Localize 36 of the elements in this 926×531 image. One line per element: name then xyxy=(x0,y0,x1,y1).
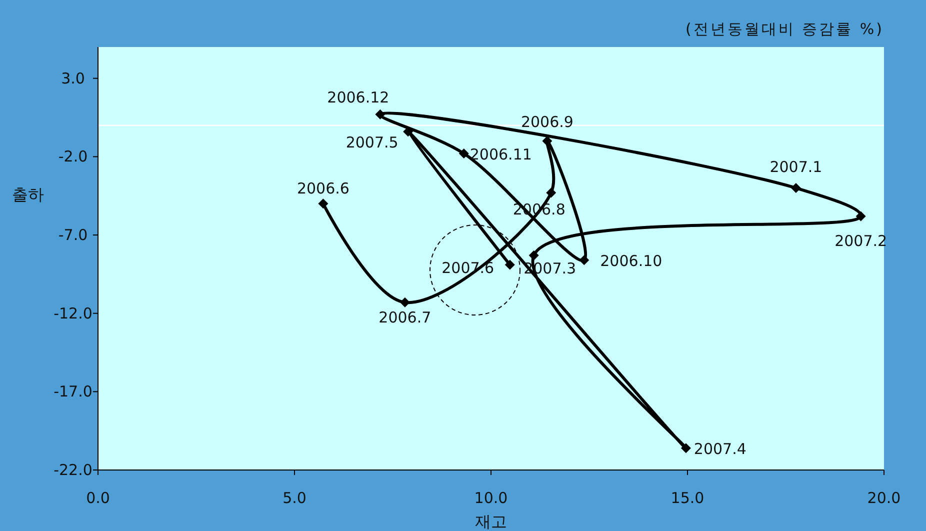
point xyxy=(680,443,691,454)
point xyxy=(400,297,410,308)
x-tick-label: 0.0 xyxy=(86,489,110,507)
y-axis-title: 출하 xyxy=(12,185,44,204)
annotation: 2007.1 xyxy=(770,158,822,176)
x-tick-label: 15.0 xyxy=(670,489,704,507)
annotation: 2006.9 xyxy=(520,113,574,131)
x-axis-title: 재고 xyxy=(475,512,507,531)
point xyxy=(504,260,515,270)
point xyxy=(579,255,590,266)
y-tick-label: -22.0 xyxy=(54,461,92,479)
point xyxy=(546,188,556,198)
y-tick-label: -17.0 xyxy=(54,382,92,401)
y-tick-label: -2.0 xyxy=(58,148,88,166)
point xyxy=(856,211,866,222)
point xyxy=(458,148,469,159)
y-tick-label: 3.0 xyxy=(61,69,85,88)
point xyxy=(318,198,328,209)
point xyxy=(375,109,386,120)
annotation: 2006.7 xyxy=(378,308,432,326)
x-tick-label: 20.0 xyxy=(867,489,901,507)
annotation: 2006.11 xyxy=(470,146,532,164)
annotation: 2007.4 xyxy=(694,440,746,458)
x-tick-label: 10.0 xyxy=(474,489,508,507)
annotation: 2007.5 xyxy=(346,134,398,152)
point xyxy=(528,250,539,260)
y-tick-label: -12.0 xyxy=(54,304,92,322)
annotation: 2006.6 xyxy=(296,180,350,198)
point xyxy=(790,183,801,193)
annotation: 2006.12 xyxy=(327,88,390,106)
text: (전년동월대비 증감률 %) xyxy=(686,20,884,38)
y-tick-label: -7.0 xyxy=(58,226,88,244)
point xyxy=(542,136,552,146)
annotation: 2007.2 xyxy=(834,232,888,250)
x-tick-label: 5.0 xyxy=(282,489,306,507)
annotation: 2006.10 xyxy=(600,252,662,270)
